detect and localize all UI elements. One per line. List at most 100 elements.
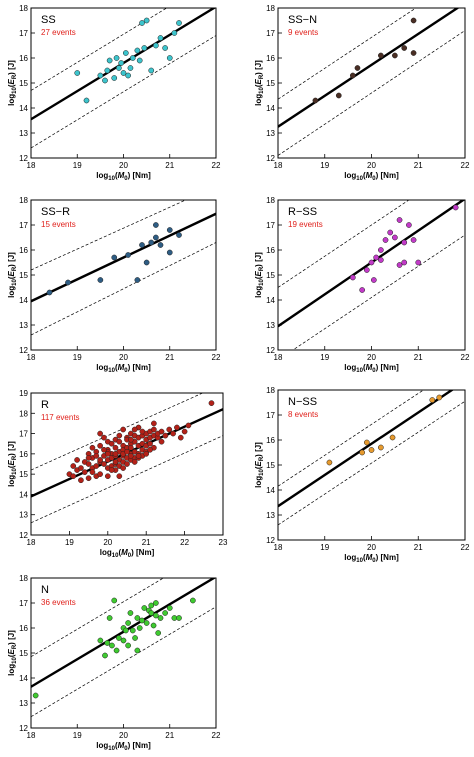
data-point bbox=[396, 262, 403, 268]
x-tick-label: 23 bbox=[219, 538, 228, 547]
upper-bound-line bbox=[278, 8, 417, 100]
data-point bbox=[106, 57, 113, 64]
event-count-label: 36 events bbox=[41, 598, 76, 607]
axis-label-part-4: 0 bbox=[372, 558, 376, 564]
data-point bbox=[157, 615, 164, 621]
data-point bbox=[166, 426, 173, 433]
data-point bbox=[104, 67, 111, 74]
data-point bbox=[102, 652, 108, 659]
data-point bbox=[150, 622, 157, 629]
axis-label-part-0: log bbox=[344, 553, 356, 562]
axis-label-part-0: log bbox=[100, 548, 112, 557]
x-tick-label: 18 bbox=[274, 353, 283, 362]
x-tick-label: 21 bbox=[165, 353, 174, 362]
y-tick-label: 13 bbox=[19, 511, 28, 520]
data-point bbox=[387, 229, 394, 236]
axis-label-part-5: ) [Nm] bbox=[128, 741, 151, 750]
axis-label-part-5: ) [Nm] bbox=[376, 171, 399, 180]
y-tick-label: 17 bbox=[266, 29, 275, 38]
axis-label-part-5: ) [J] bbox=[7, 252, 16, 267]
axis-label-part-0: log bbox=[7, 286, 16, 298]
axis-label-part-1: 10 bbox=[259, 279, 265, 286]
axis-label-part-3: M bbox=[118, 363, 125, 372]
data-point bbox=[74, 457, 80, 463]
axis-label-part-5: ) [J] bbox=[7, 630, 16, 645]
x-tick-label: 21 bbox=[414, 543, 423, 552]
event-count-label: 117 events bbox=[41, 413, 80, 422]
data-point bbox=[101, 461, 107, 467]
data-point bbox=[143, 451, 150, 457]
data-point bbox=[359, 449, 365, 456]
y-tick-label: 12 bbox=[266, 346, 275, 355]
panel-title: R bbox=[41, 399, 49, 411]
axis-label-part-4: R bbox=[12, 266, 18, 271]
y-tick-label: 12 bbox=[19, 724, 28, 733]
x-tick-label: 18 bbox=[27, 353, 36, 362]
data-point bbox=[97, 72, 104, 79]
data-point bbox=[89, 444, 96, 451]
axis-label-part-0: log bbox=[254, 286, 263, 298]
x-tick-label: 19 bbox=[65, 538, 74, 547]
x-tick-label: 19 bbox=[73, 353, 82, 362]
y-tick-label: 18 bbox=[19, 409, 28, 418]
y-tick-label: 13 bbox=[19, 129, 28, 138]
y-tick-label: 17 bbox=[266, 411, 275, 420]
x-axis-label: log10(M0) [Nm] bbox=[344, 171, 399, 182]
data-point bbox=[85, 475, 92, 482]
data-point bbox=[368, 259, 375, 266]
data-point bbox=[151, 426, 157, 433]
data-point bbox=[153, 612, 159, 619]
data-point bbox=[378, 52, 384, 59]
data-point bbox=[78, 477, 84, 484]
axis-label-part-4: R bbox=[259, 266, 265, 271]
data-point bbox=[143, 259, 150, 266]
x-tick-label: 22 bbox=[212, 731, 221, 740]
x-tick-label: 20 bbox=[119, 731, 128, 740]
data-point bbox=[373, 254, 380, 261]
axis-label-part-3: E bbox=[254, 461, 263, 467]
x-tick-label: 20 bbox=[367, 161, 376, 170]
x-tick-label: 22 bbox=[461, 353, 470, 362]
axis-label-part-4: 0 bbox=[124, 368, 128, 374]
y-axis-label: log10(ER) [J] bbox=[7, 441, 18, 487]
data-point bbox=[141, 605, 148, 611]
data-point bbox=[122, 627, 129, 634]
axis-label-part-3: M bbox=[118, 171, 125, 180]
data-point bbox=[153, 42, 159, 49]
data-point bbox=[392, 52, 398, 59]
axis-label-part-2: ( bbox=[363, 363, 366, 372]
y-axis-label: log10(ER) [J] bbox=[254, 60, 265, 106]
y-tick-label: 15 bbox=[266, 461, 275, 470]
x-tick-label: 20 bbox=[367, 543, 376, 552]
y-tick-label: 18 bbox=[19, 574, 28, 583]
axis-label-part-2: ( bbox=[254, 276, 263, 279]
y-tick-label: 14 bbox=[19, 104, 28, 113]
panel-title: N−SS bbox=[288, 396, 317, 408]
y-tick-label: 17 bbox=[266, 221, 275, 230]
x-tick-label: 19 bbox=[73, 731, 82, 740]
data-point bbox=[112, 451, 119, 457]
x-tick-label: 20 bbox=[119, 353, 128, 362]
y-tick-label: 12 bbox=[266, 154, 275, 163]
data-point bbox=[166, 55, 173, 61]
x-tick-label: 22 bbox=[461, 161, 470, 170]
axis-label-part-5: ) [J] bbox=[254, 60, 263, 75]
data-point bbox=[127, 436, 134, 443]
x-tick-label: 18 bbox=[27, 538, 36, 547]
upper-bound-line bbox=[278, 200, 410, 288]
axis-label-part-5: ) [Nm] bbox=[376, 363, 399, 372]
data-point bbox=[32, 692, 39, 699]
data-point bbox=[312, 97, 319, 104]
axis-label-part-1: 10 bbox=[12, 468, 18, 475]
axis-label-part-2: ( bbox=[7, 276, 16, 279]
panel-title: R−SS bbox=[288, 206, 317, 218]
plot-frame bbox=[30, 7, 217, 159]
data-point bbox=[190, 597, 196, 604]
axis-label-part-1: 10 bbox=[108, 176, 115, 182]
data-point bbox=[147, 440, 153, 447]
data-point bbox=[109, 642, 115, 649]
y-tick-label: 14 bbox=[19, 296, 28, 305]
